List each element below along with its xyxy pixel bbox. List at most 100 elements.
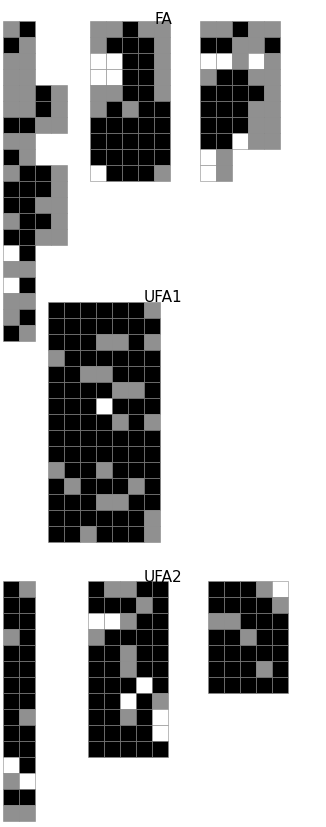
Bar bbox=[3, 662, 19, 677]
Bar bbox=[19, 38, 35, 54]
Bar bbox=[112, 399, 128, 414]
Bar bbox=[88, 614, 104, 629]
Bar bbox=[3, 629, 19, 645]
Bar bbox=[80, 479, 96, 495]
Bar bbox=[19, 709, 35, 725]
Bar bbox=[48, 447, 64, 462]
Bar bbox=[224, 645, 240, 662]
Bar bbox=[224, 597, 240, 614]
Bar bbox=[106, 38, 122, 54]
Bar bbox=[106, 102, 122, 118]
Bar bbox=[64, 351, 80, 366]
Bar bbox=[19, 213, 35, 230]
Bar bbox=[96, 462, 112, 479]
Bar bbox=[88, 741, 104, 757]
Bar bbox=[106, 134, 122, 150]
Bar bbox=[80, 318, 96, 335]
Bar bbox=[104, 662, 120, 677]
Bar bbox=[138, 86, 154, 102]
Bar bbox=[48, 303, 64, 318]
Bar bbox=[112, 510, 128, 526]
Bar bbox=[90, 165, 106, 182]
Bar bbox=[112, 495, 128, 510]
Bar bbox=[3, 118, 19, 134]
Bar bbox=[154, 70, 170, 86]
Bar bbox=[106, 22, 122, 38]
Bar bbox=[208, 614, 224, 629]
Bar bbox=[3, 693, 19, 709]
Bar bbox=[208, 597, 224, 614]
Bar bbox=[240, 645, 256, 662]
Bar bbox=[64, 526, 80, 543]
Bar bbox=[96, 414, 112, 431]
Bar bbox=[112, 447, 128, 462]
Bar bbox=[120, 693, 136, 709]
Bar bbox=[19, 757, 35, 773]
Bar bbox=[3, 326, 19, 342]
Bar bbox=[3, 309, 19, 326]
Bar bbox=[120, 645, 136, 662]
Bar bbox=[3, 789, 19, 805]
Bar bbox=[80, 462, 96, 479]
Bar bbox=[112, 479, 128, 495]
Bar bbox=[19, 614, 35, 629]
Bar bbox=[120, 741, 136, 757]
Bar bbox=[152, 629, 168, 645]
Bar bbox=[35, 230, 51, 246]
Bar bbox=[19, 309, 35, 326]
Bar bbox=[216, 70, 232, 86]
Bar bbox=[200, 134, 216, 150]
Bar bbox=[128, 335, 144, 351]
Bar bbox=[200, 22, 216, 38]
Bar bbox=[136, 614, 152, 629]
Bar bbox=[19, 789, 35, 805]
Bar bbox=[272, 662, 288, 677]
Bar bbox=[90, 22, 106, 38]
Bar bbox=[88, 693, 104, 709]
Bar bbox=[104, 709, 120, 725]
Bar bbox=[96, 479, 112, 495]
Bar bbox=[80, 431, 96, 447]
Bar bbox=[90, 102, 106, 118]
Bar bbox=[144, 510, 160, 526]
Bar bbox=[144, 303, 160, 318]
Bar bbox=[224, 629, 240, 645]
Text: UFA1: UFA1 bbox=[144, 289, 182, 304]
Bar bbox=[144, 431, 160, 447]
Bar bbox=[256, 645, 272, 662]
Bar bbox=[112, 303, 128, 318]
Bar bbox=[64, 495, 80, 510]
Bar bbox=[136, 693, 152, 709]
Bar bbox=[112, 351, 128, 366]
Bar bbox=[88, 629, 104, 645]
Bar bbox=[19, 86, 35, 102]
Bar bbox=[96, 399, 112, 414]
Bar bbox=[248, 102, 264, 118]
Bar bbox=[96, 303, 112, 318]
Bar bbox=[122, 118, 138, 134]
Bar bbox=[3, 134, 19, 150]
Bar bbox=[154, 150, 170, 165]
Bar bbox=[264, 102, 280, 118]
Bar bbox=[138, 118, 154, 134]
Bar bbox=[122, 102, 138, 118]
Bar bbox=[128, 366, 144, 383]
Bar bbox=[256, 677, 272, 693]
Bar bbox=[240, 677, 256, 693]
Bar bbox=[272, 614, 288, 629]
Bar bbox=[3, 757, 19, 773]
Bar bbox=[19, 246, 35, 261]
Bar bbox=[19, 22, 35, 38]
Bar bbox=[35, 102, 51, 118]
Bar bbox=[128, 414, 144, 431]
Bar bbox=[122, 54, 138, 70]
Bar bbox=[264, 38, 280, 54]
Bar bbox=[144, 526, 160, 543]
Bar bbox=[96, 366, 112, 383]
Bar bbox=[96, 318, 112, 335]
Bar bbox=[96, 431, 112, 447]
Bar bbox=[3, 230, 19, 246]
Text: UFA2: UFA2 bbox=[144, 569, 182, 585]
Bar bbox=[3, 725, 19, 741]
Bar bbox=[3, 86, 19, 102]
